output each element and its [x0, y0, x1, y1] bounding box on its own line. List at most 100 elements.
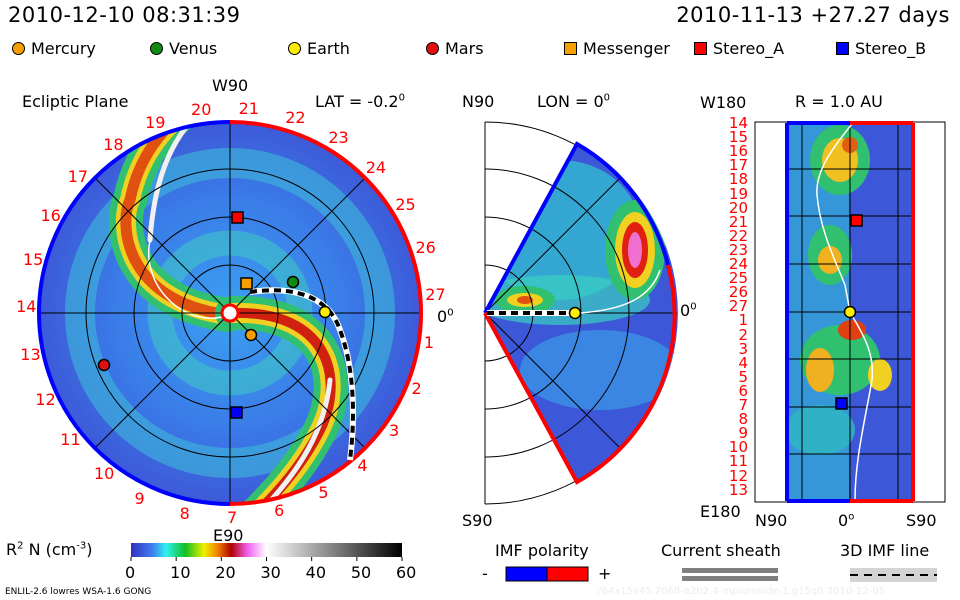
ecliptic-e90-label: E90 — [213, 526, 244, 545]
mercury-marker — [244, 328, 258, 342]
venus-marker — [286, 275, 300, 289]
sun-icon — [220, 303, 240, 323]
ecliptic-day-label: 24 — [365, 157, 387, 177]
radial-day-label: 23 — [728, 240, 748, 259]
colorbar-tick-label: 0 — [125, 563, 136, 582]
current-sheath-swatch — [682, 568, 778, 573]
radial-0-label: 0o — [838, 511, 855, 530]
radial-day-label: 11 — [728, 452, 748, 471]
ecliptic-lat-label: LAT = -0.20 — [315, 92, 405, 111]
ecliptic-w90-label: W90 — [212, 76, 249, 95]
imf-positive-swatch — [546, 566, 589, 582]
legend-label: Mercury — [31, 39, 96, 58]
colorbar-tick-label: 10 — [170, 563, 191, 582]
radial-day-label: 12 — [728, 466, 748, 485]
radial-day-label: 18 — [728, 170, 748, 189]
radial-day-label: 25 — [728, 269, 748, 288]
ecliptic-day-label: 9 — [134, 488, 145, 508]
mars-marker — [97, 358, 111, 372]
ecliptic-day-label: 20 — [191, 100, 212, 120]
ecliptic-0-label: 00 — [437, 307, 454, 326]
radial-day-label: 26 — [728, 283, 748, 302]
radial-day-label: 19 — [728, 184, 748, 203]
ecliptic-day-label: 23 — [328, 128, 349, 148]
radial-day-label: 14 — [728, 114, 748, 132]
radial-day-label: 16 — [728, 142, 748, 161]
colorbar-tick-label: 30 — [260, 563, 281, 582]
imf-polarity-label: IMF polarity — [495, 541, 589, 560]
ecliptic-day-label: 4 — [357, 456, 368, 476]
reference-time: 2010-11-13 +27.27 days — [676, 3, 950, 27]
earth-marker — [318, 305, 332, 319]
ecliptic-day-label: 15 — [22, 250, 44, 270]
legend-label: Messenger — [583, 39, 670, 58]
ecliptic-negative-polarity-rim — [36, 120, 231, 506]
ecliptic-day-label: 14 — [16, 297, 37, 317]
radial-day-label: 13 — [728, 480, 748, 499]
imf-line-ecliptic — [249, 288, 355, 461]
ecliptic-day-label: 5 — [318, 483, 329, 503]
density-colorbar — [131, 543, 402, 557]
radial-day-label: 3 — [738, 339, 748, 358]
legend-label: Earth — [307, 39, 350, 58]
circle-marker-icon — [150, 42, 163, 55]
meridional-plane-plot — [483, 121, 678, 505]
radial-day-label: 24 — [728, 255, 748, 273]
current-sheath-label: Current sheath — [661, 541, 781, 560]
ecliptic-day-label: 17 — [67, 166, 89, 186]
meridional-0-label: 00 — [680, 301, 697, 320]
radial-day-label: 6 — [738, 381, 748, 400]
square-marker-icon — [564, 42, 577, 55]
ecliptic-day-label: 12 — [35, 389, 56, 409]
radial-n90-label: N90 — [755, 511, 788, 530]
ecliptic-day-label: 16 — [40, 205, 61, 225]
radial-day-label: 9 — [738, 424, 748, 443]
imf-plus-label: + — [598, 564, 612, 583]
imf-negative-swatch — [506, 567, 547, 581]
ecliptic-day-label: 27 — [425, 285, 446, 305]
radial-day-label: 27 — [728, 297, 748, 316]
legend-item-mercury: Mercury — [12, 39, 96, 58]
colorbar-tick-label: 60 — [396, 563, 417, 582]
colorbar-tick-label: 50 — [350, 563, 372, 582]
radial-day-label: 4 — [738, 353, 748, 372]
ecliptic-day-label: 11 — [60, 430, 81, 450]
colorbar-tick-label: 20 — [215, 563, 236, 582]
meridional-density — [485, 160, 678, 458]
radial-title: R = 1.0 AU — [795, 92, 883, 111]
ecliptic-day-label: 13 — [20, 344, 41, 364]
square-marker-icon — [836, 42, 849, 55]
ecliptic-day-label: 7 — [227, 507, 238, 527]
circle-marker-icon — [426, 42, 439, 55]
legend-label: Venus — [169, 39, 218, 58]
radial-day-label: 10 — [728, 438, 748, 457]
radial-day-label: 5 — [738, 367, 748, 386]
imf-minus-label: - — [482, 564, 488, 583]
ecliptic-day-label: 6 — [274, 500, 285, 520]
colorbar-tick-label: 40 — [305, 563, 327, 582]
meridional-s90-label: S90 — [462, 511, 493, 530]
radial-w180-label: W180 — [700, 93, 747, 112]
ecliptic-day-label: 3 — [388, 420, 400, 440]
ecliptic-day-label: 26 — [415, 238, 436, 258]
radial-e180-label: E180 — [700, 502, 741, 521]
legend-item-mars: Mars — [426, 39, 484, 58]
colorbar-label: R2 N (cm-3) — [6, 540, 93, 559]
ecliptic-day-label: 1 — [423, 332, 435, 352]
ecliptic-day-label: 2 — [411, 378, 422, 398]
radial-surface-plot — [754, 121, 946, 503]
stereo-a-marker — [231, 211, 244, 224]
radial-s90-label: S90 — [906, 511, 937, 530]
legend-item-messenger: Messenger — [564, 39, 670, 58]
ecliptic-day-label: 22 — [285, 108, 306, 128]
messenger-marker — [240, 277, 253, 290]
legend-label: Stereo_A — [713, 39, 785, 58]
ecliptic-day-label: 8 — [179, 503, 190, 523]
ecliptic-positive-polarity-rim — [229, 120, 424, 506]
meridional-lon-label: LON = 00 — [537, 92, 611, 111]
radial-day-label: 15 — [728, 128, 748, 147]
radial-day-label: 8 — [738, 410, 748, 429]
radial-day-label: 1 — [738, 311, 748, 330]
earth-marker-radial — [843, 305, 857, 319]
